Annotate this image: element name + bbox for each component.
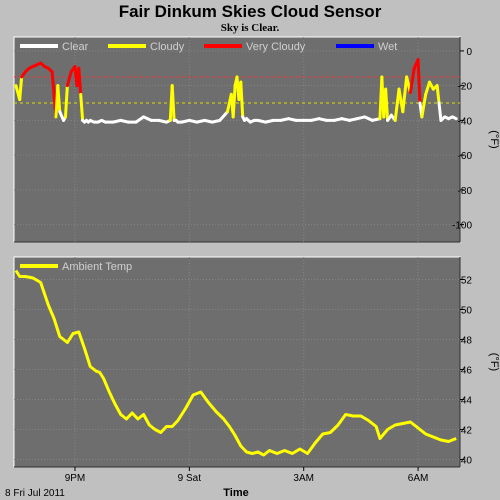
sky-temp-segment [231, 84, 237, 119]
sky-temp-segment [56, 84, 62, 114]
legend-label-cloudy: Cloudy [150, 41, 185, 53]
sky-temp-segment [416, 58, 422, 105]
sky-temp-segment [63, 84, 69, 119]
sky-temp-segment [18, 75, 24, 102]
sky-y-tick-label: 0 [466, 47, 472, 58]
sky-temp-segment [401, 75, 409, 114]
ambient-y-tick-label: 46 [461, 366, 473, 377]
sky-y-tick-label: -100 [452, 221, 472, 232]
x-tick-label: 9 Sat [178, 473, 202, 484]
sky-temperature-chart: 0 -20 -40 -60 -80 -100 (°F) Clear Cloudy Very Clo… [13, 36, 500, 243]
legend-label-very-cloudy: Very Cloudy [246, 41, 306, 53]
sky-temp-segment [134, 115, 146, 124]
x-tick-label: 6AM [408, 473, 429, 484]
x-axis-date-label: 8 Fri Jul 2011 [5, 488, 65, 499]
sky-temp-segment [218, 110, 229, 122]
legend-label-ambient-temp: Ambient Temp [62, 261, 132, 273]
ambient-y-tick-label: 42 [461, 426, 473, 437]
ambient-temp-line [14, 269, 457, 457]
sky-temp-segment [79, 92, 85, 122]
ambient-plot-area [13, 256, 461, 468]
ambient-y-tick-label: 40 [461, 456, 473, 467]
sky-y-tick-label: -80 [458, 186, 473, 197]
x-tick-label: 9PM [65, 473, 86, 484]
legend-label-wet: Wet [378, 41, 397, 53]
ambient-y-tick-label: 44 [461, 396, 473, 407]
x-axis-title: Time [223, 487, 248, 499]
sky-y-tick-label: -20 [458, 82, 473, 93]
sky-status-text: Sky is Clear. [220, 22, 280, 34]
sky-temp-segment [170, 84, 176, 122]
time-axis: 9PM 9 Sat 3AM 6AM 8 Fri Jul 2011 Time [5, 467, 428, 499]
sky-temp-segment [77, 66, 83, 96]
ambient-y-tick-label: 50 [461, 306, 473, 317]
sky-temp-segment [384, 87, 390, 122]
sky-temp-segment [435, 84, 441, 105]
ambient-y-tick-label: 52 [461, 276, 473, 287]
sky-y-tick-label: -60 [458, 151, 473, 162]
x-tick-label: 3AM [293, 473, 314, 484]
sky-temp-segment [408, 66, 416, 95]
sky-plot-area [13, 36, 461, 243]
legend-label-clear: Clear [62, 41, 89, 53]
page-title: Fair Dinkum Skies Cloud Sensor [118, 2, 382, 21]
sky-temp-segment [424, 80, 432, 96]
sky-temp-segment [420, 92, 428, 119]
sky-temp-segment [65, 70, 73, 88]
ambient-temperature-chart: 40 42 44 46 48 50 52 (°F) Ambient Temp [13, 256, 500, 468]
ambient-y-axis-label: (°F) [488, 353, 500, 371]
sky-temp-segment [239, 80, 245, 119]
sky-temp-segment [437, 101, 443, 122]
sky-temp-segment [450, 115, 458, 121]
ambient-y-tick-label: 48 [461, 336, 473, 347]
sky-y-axis-label: (°F) [488, 130, 500, 148]
sky-y-tick-label: -40 [458, 116, 473, 127]
